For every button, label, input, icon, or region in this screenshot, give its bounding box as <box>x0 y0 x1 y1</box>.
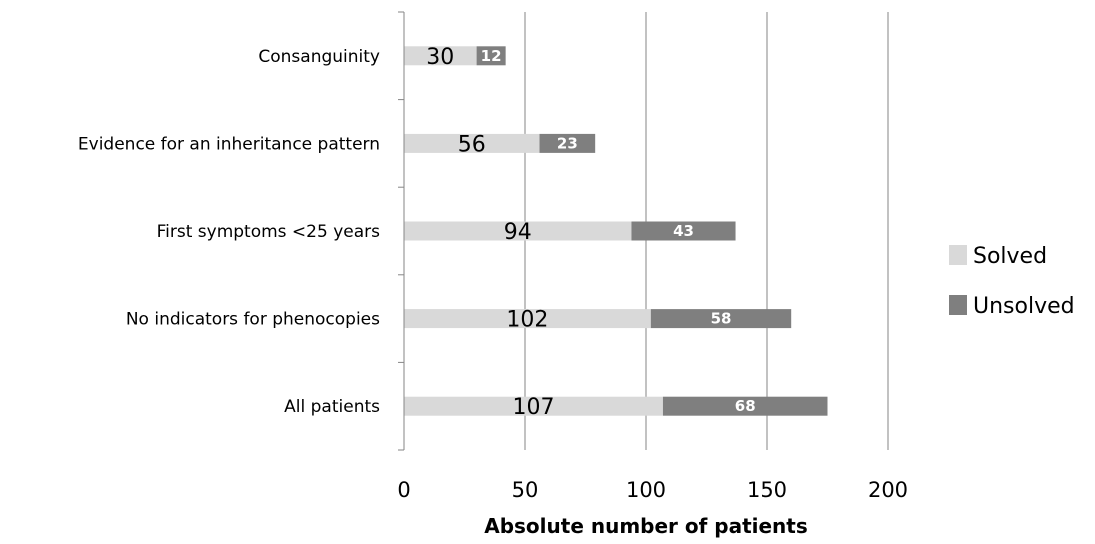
bar-solved-4 <box>404 396 663 416</box>
category-label: No indicators for phenocopies <box>126 310 380 330</box>
data-label-solved: 94 <box>504 220 532 245</box>
bar-unsolved-0 <box>476 46 506 66</box>
bar-solved-3 <box>404 309 651 329</box>
data-label-solved: 102 <box>506 308 548 333</box>
category-labels: Consanguinity Evidence for an inheritance… <box>78 47 380 417</box>
data-label-solved: 56 <box>458 132 486 157</box>
data-label-unsolved: 43 <box>673 222 694 240</box>
bar-unsolved-2 <box>631 221 736 241</box>
legend-label-unsolved: Unsolved <box>973 294 1075 319</box>
bar-solved-0 <box>404 46 477 66</box>
x-tick-label: 0 <box>397 478 410 502</box>
data-label-solved: 107 <box>512 395 554 420</box>
bars <box>404 46 828 416</box>
bar-solved-2 <box>404 221 632 241</box>
x-tick-label: 150 <box>747 478 787 502</box>
legend-swatch-solved <box>949 245 967 265</box>
x-tick-label: 200 <box>868 478 908 502</box>
data-label-unsolved: 58 <box>711 310 732 328</box>
bar-unsolved-4 <box>662 396 828 416</box>
legend-swatch-unsolved <box>949 295 967 315</box>
data-label-solved: 30 <box>426 45 454 70</box>
x-tick-label: 100 <box>626 478 666 502</box>
bar-unsolved-3 <box>650 309 792 329</box>
data-labels: 30 12 56 23 94 43 102 58 107 68 <box>426 45 755 420</box>
category-label: Evidence for an inheritance pattern <box>78 134 380 154</box>
category-label: First symptoms <25 years <box>157 222 381 242</box>
bar-unsolved-1 <box>539 133 596 153</box>
legend: Solved Unsolved <box>949 244 1075 319</box>
data-label-unsolved: 12 <box>481 47 502 65</box>
legend-label-solved: Solved <box>973 244 1047 269</box>
data-label-unsolved: 68 <box>735 397 756 415</box>
x-tick-label: 50 <box>512 478 539 502</box>
category-label: All patients <box>284 397 380 417</box>
category-label: Consanguinity <box>258 47 380 67</box>
data-label-unsolved: 23 <box>557 134 578 152</box>
x-tick-labels: 0 50 100 150 200 <box>397 478 908 502</box>
bar-solved-1 <box>404 133 540 153</box>
x-axis-title: Absolute number of patients <box>484 514 808 538</box>
